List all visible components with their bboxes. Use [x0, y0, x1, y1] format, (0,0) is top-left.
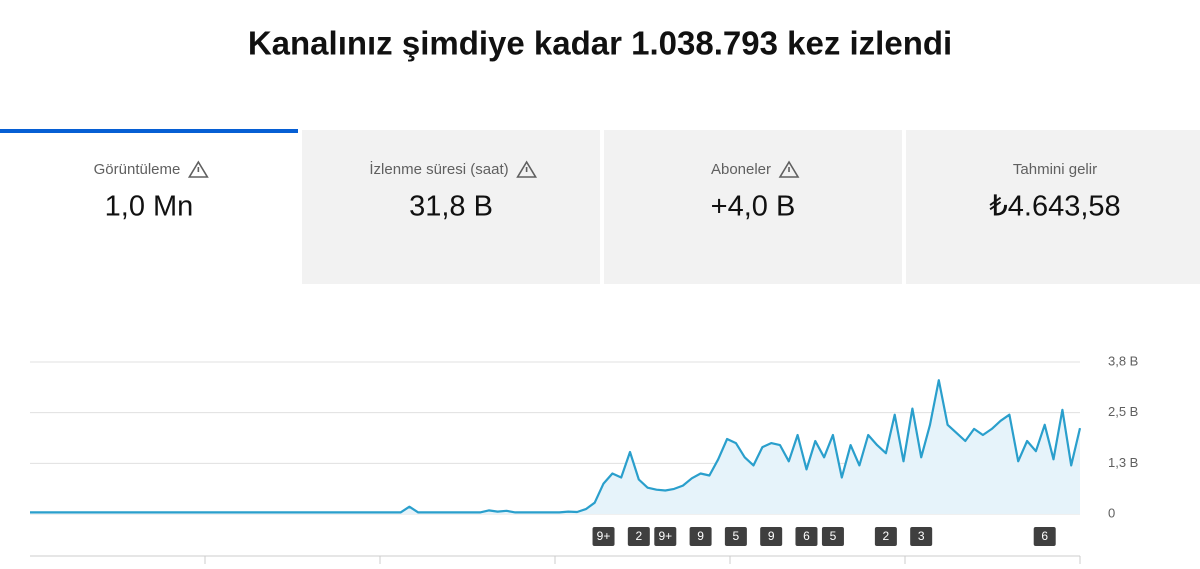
marker-label: 3	[918, 529, 925, 543]
tab-value: 1,0 Mn	[105, 191, 194, 223]
warning-icon	[187, 160, 209, 178]
video-marker[interactable]: 9	[689, 527, 712, 546]
video-marker[interactable]: 9+	[654, 527, 677, 546]
video-marker[interactable]: 5	[724, 527, 747, 546]
warning-icon-dot	[788, 167, 790, 172]
metric-tab[interactable]: İzlenme süresi (saat) 31,8 B	[302, 130, 600, 284]
warning-icon-dot	[197, 167, 200, 172]
marker-label: 5	[830, 529, 837, 543]
marker-label: 9	[768, 529, 775, 543]
page-title: Kanalınız şimdiye kadar 1.038.793 kez iz…	[248, 25, 952, 62]
marker-box	[654, 527, 677, 546]
warning-icon	[516, 160, 538, 178]
video-marker[interactable]: 3	[910, 527, 933, 546]
metric-tab[interactable]: Görüntüleme 1,0 Mn	[0, 129, 298, 284]
marker-box	[795, 527, 818, 546]
marker-label: 9+	[597, 529, 611, 543]
video-marker[interactable]: 9	[760, 527, 783, 546]
marker-box	[874, 527, 897, 546]
y-tick-label: 2,5 B	[1108, 404, 1138, 419]
tab-label: Görüntüleme	[94, 161, 181, 178]
tab-label: İzlenme süresi (saat)	[369, 160, 508, 178]
video-marker[interactable]: 2	[874, 527, 897, 546]
warning-icon	[778, 160, 800, 178]
video-marker[interactable]: 5	[821, 527, 844, 546]
tab-indicator	[0, 129, 298, 133]
marker-box	[1033, 527, 1056, 546]
metric-tab[interactable]: Aboneler +4,0 B	[604, 130, 902, 284]
marker-label: 6	[803, 529, 810, 543]
marker-box	[724, 527, 747, 546]
video-marker[interactable]: 2	[627, 527, 650, 546]
metric-tabs: Görüntüleme 1,0 Mn İzlenme süresi (saat) 31…	[0, 129, 1200, 284]
y-tick-label: 3,8 B	[1108, 353, 1138, 368]
marker-label: 6	[1041, 529, 1048, 543]
marker-box	[689, 527, 712, 546]
tab-background	[604, 130, 902, 284]
marker-box	[592, 527, 615, 546]
tab-value: +4,0 B	[711, 191, 796, 223]
marker-label: 5	[733, 529, 740, 543]
video-marker[interactable]: 9+	[592, 527, 615, 546]
area	[30, 380, 1080, 514]
y-tick-label: 1,3 B	[1108, 455, 1138, 470]
marker-box	[627, 527, 650, 546]
tab-background	[906, 130, 1200, 284]
marker-label: 9+	[658, 529, 672, 543]
tab-label: Aboneler	[711, 161, 771, 178]
tab-label: Tahmini gelir	[1013, 161, 1097, 178]
tab-background	[0, 130, 298, 284]
tab-value: 31,8 B	[409, 191, 493, 223]
video-marker[interactable]: 6	[795, 527, 818, 546]
marker-label: 2	[883, 529, 890, 543]
marker-label: 9	[697, 529, 704, 543]
video-marker[interactable]: 6	[1033, 527, 1056, 546]
marker-box	[760, 527, 783, 546]
marker-box	[910, 527, 933, 546]
chart: 0 1,3 B 2,5 B 3,8 B 9+ 2 9+ 9 5 9 6 5 2 3 6	[30, 353, 1138, 564]
tab-value: ₺4.643,58	[989, 191, 1120, 223]
tab-background	[302, 130, 600, 284]
line	[30, 379, 1082, 514]
y-tick-label: 0	[1108, 505, 1115, 520]
warning-icon-dot	[525, 167, 528, 172]
marker-box	[821, 527, 844, 546]
metric-tab[interactable]: Tahmini gelir ₺4.643,58	[906, 130, 1200, 284]
marker-label: 2	[635, 529, 642, 543]
